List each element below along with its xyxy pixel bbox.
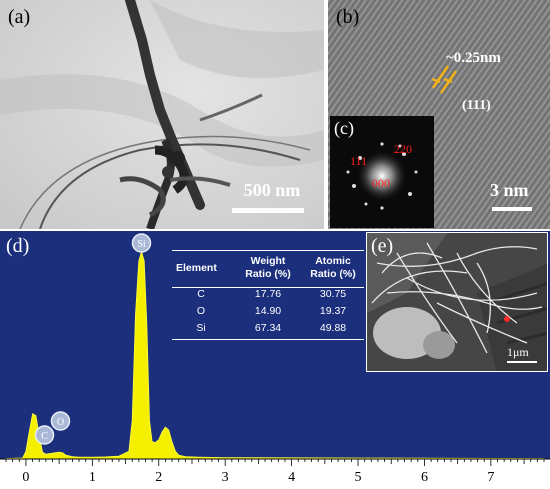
panel-label: (a) (8, 6, 31, 28)
diffraction-pattern (330, 116, 434, 228)
table-cell: 30.75 (319, 288, 347, 300)
sem-micrograph (367, 233, 547, 371)
panel-label: (c) (334, 118, 354, 138)
table-cell: Si (196, 322, 206, 334)
x-tick-label: 7 (487, 470, 494, 485)
scale-bar-line (492, 207, 532, 211)
table-cell: 14.90 (254, 305, 282, 317)
panel-label: (b) (336, 6, 360, 28)
peak-marker (50, 411, 71, 431)
spectrum-area (5, 250, 545, 460)
table-cell: 49.88 (319, 322, 347, 334)
x-tick-label: 4 (288, 470, 295, 485)
saed-spot-label: 220 (394, 142, 412, 156)
table-cell: C (197, 288, 205, 300)
spacing-marker (431, 65, 458, 94)
lattice-spacing-label: ~0.25nm (446, 50, 501, 66)
panel-c-saed-inset: (c) 111 220 000 (330, 116, 434, 228)
tem-micrograph (0, 0, 324, 229)
scale-bar-label: 3 nm (490, 180, 529, 200)
peak-marker (34, 425, 55, 445)
eds-composition-table: Element Weight Ratio (%) Atomic Ratio (%… (172, 250, 364, 340)
x-axis-strip (0, 459, 550, 489)
scale-bar-label: 500 nm (243, 180, 301, 200)
lattice-fringes (328, 0, 550, 229)
table-row: C 17.76 30.75 (172, 288, 364, 304)
x-tick-label: 5 (355, 470, 362, 485)
table-row: Si 67.34 49.88 (172, 322, 364, 340)
saed-spot-label: 000 (372, 176, 390, 190)
peak-label: Si (137, 239, 146, 250)
scale-bar-line (507, 361, 537, 363)
x-tick-label: 2 (155, 470, 162, 485)
panel-b-hrtem-image: (b) ~0.25nm (111) 3 nm (328, 0, 550, 229)
peak-marker (131, 233, 152, 253)
saed-spot-label: 111 (350, 154, 368, 168)
table-header-cell: Weight Ratio (%) (245, 255, 291, 280)
table-header-cell: Atomic Ratio (%) (310, 255, 356, 280)
table-header-cell: Element (176, 262, 217, 274)
panel-e-sem-inset: (e) 1μm (366, 232, 548, 372)
x-tick-label: 6 (421, 470, 428, 485)
scale-bar-line (232, 208, 304, 213)
panel-a-tem-image: (a) 500 nm (0, 0, 324, 229)
table-cell: 19.37 (319, 305, 347, 317)
table-header-row: Element Weight Ratio (%) Atomic Ratio (%… (172, 250, 364, 288)
x-tick-label: 0 (22, 470, 29, 485)
table-cell: O (196, 305, 206, 317)
eds-spot-marker (504, 316, 510, 322)
x-tick-label: 1 (89, 470, 96, 485)
panel-label: (d) (6, 235, 30, 257)
table-cell: 67.34 (254, 322, 282, 334)
table-row: O 14.90 19.37 (172, 305, 364, 321)
panel-label: (e) (371, 235, 394, 257)
scale-bar-label: 1μm (507, 345, 529, 359)
plane-index-label: (111) (462, 98, 491, 113)
table-cell: 17.76 (254, 288, 282, 300)
peak-label: O (57, 417, 64, 428)
peak-label: C (41, 431, 48, 442)
x-tick-label: 3 (222, 470, 229, 485)
